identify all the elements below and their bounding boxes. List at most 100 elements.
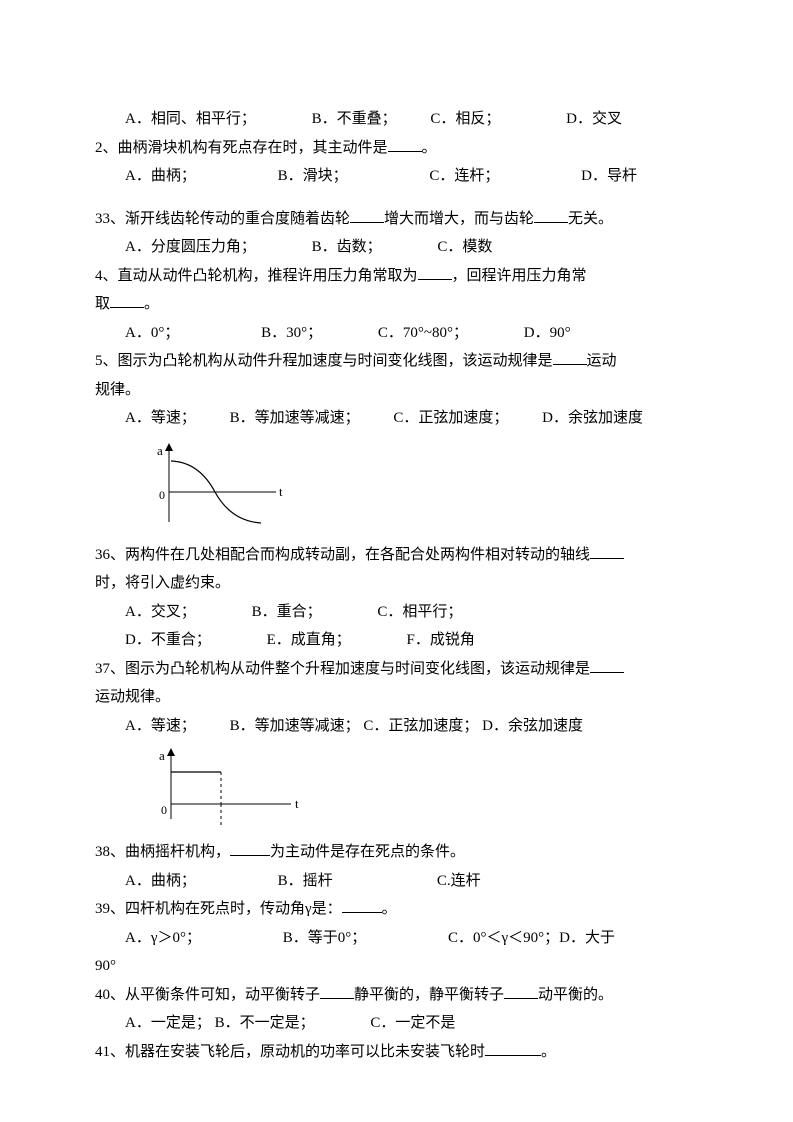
q1-b: B．不重叠； <box>312 111 397 127</box>
q2-d: D．导杆 <box>581 168 637 184</box>
q5-d: D．余弦加速度 <box>542 410 643 426</box>
q5-p2: 运动 <box>587 353 617 369</box>
q39-p2: 。 <box>382 901 397 917</box>
q38-c: C.连杆 <box>437 873 481 889</box>
q38-a: A．曲柄； <box>125 873 196 889</box>
q36-p2: 时，将引入虚约束。 <box>95 575 230 591</box>
q1-options: A．相同、相平行； B．不重叠； C．相反； D．交叉 <box>95 105 698 134</box>
q33-a: A．分度圆压力角； <box>125 239 256 255</box>
q39-stem: 39、四杆机构在死点时，传动角γ是： 。 <box>95 895 698 924</box>
q2-blank <box>388 135 422 152</box>
q4-c: C．70°~80°； <box>378 325 468 341</box>
q5-graph-ylabel: a <box>157 443 163 458</box>
q36-stem-l1: 36、两构件在几处相配合而构成转动副，在各配合处两构件相对转动的轴线 <box>95 541 698 570</box>
q38-p1: 38、曲柄摇杆机构， <box>95 844 230 860</box>
q37-p2: 运动规律。 <box>95 689 170 705</box>
q39-c: C．0°＜γ＜90°；D．大于 <box>448 930 615 946</box>
q36-b: B．重合； <box>252 604 322 620</box>
q37-graph-ylabel: a <box>159 748 165 763</box>
q4-options: A．0°； B．30°； C．70°~80°； D．90° <box>95 319 698 348</box>
q39-options-l1: A．γ＞0°； B．等于0°； C．0°＜γ＜90°；D．大于 <box>95 924 698 953</box>
q36-a: A．交叉； <box>125 604 196 620</box>
q40-p3: 动平衡的。 <box>538 987 613 1003</box>
q2-c: C．连杆； <box>429 168 499 184</box>
q33-blank2 <box>534 206 568 223</box>
q5-blank <box>553 349 587 366</box>
q5-graph-xlabel: t <box>279 484 283 499</box>
q41-stem: 41、机器在安装飞轮后，原动机的功率可以比未安装飞轮时 。 <box>95 1038 698 1067</box>
q37-b: B．等加速等减速； <box>230 718 360 734</box>
q37-a: A．等速； <box>125 718 196 734</box>
q41-p1: 41、机器在安装飞轮后，原动机的功率可以比未安装飞轮时 <box>95 1044 485 1060</box>
q2-pre: 2、曲柄滑块机构有死点存在时，其主动件是 <box>95 140 388 156</box>
q37-d: D．余弦加速度 <box>482 718 583 734</box>
q40-p2: 静平衡的，静平衡转子 <box>354 987 504 1003</box>
q5-stem-l2: 规律。 <box>95 376 698 405</box>
q33-b: B．齿数； <box>312 239 382 255</box>
q41-blank <box>485 1039 541 1056</box>
q40-a: A．一定是； <box>125 1015 211 1031</box>
q38-options: A．曲柄； B．摇杆 C.连杆 <box>95 867 698 896</box>
q5-p3: 规律。 <box>95 382 140 398</box>
q2-b: B．滑块； <box>278 168 348 184</box>
q38-blank <box>230 840 270 857</box>
q4-p2: ，回程许用压力角常 <box>452 268 587 284</box>
q39-b: B．等于0°； <box>283 930 367 946</box>
q2-options: A．曲柄； B．滑块； C．连杆； D．导杆 <box>95 162 698 191</box>
q38-p2: 为主动件是存在死点的条件。 <box>270 844 465 860</box>
q33-c: C．模数 <box>437 239 492 255</box>
q38-stem: 38、曲柄摇杆机构， 为主动件是存在死点的条件。 <box>95 838 698 867</box>
q4-d: D．90° <box>524 325 571 341</box>
q37-p1: 37、图示为凸轮机构从动件整个升程加速度与时间变化线图，该运动规律是 <box>95 661 590 677</box>
q36-f: F．成锐角 <box>407 632 475 648</box>
q1-a: A．相同、相平行； <box>125 111 256 127</box>
q37-options: A．等速； B．等加速等减速； C．正弦加速度； D．余弦加速度 <box>95 712 698 741</box>
q40-blank2 <box>504 982 538 999</box>
q33-p2: 增大而增大，而与齿轮 <box>384 211 534 227</box>
q4-stem-l2: 取。 <box>95 290 698 319</box>
q37-graph-xlabel: t <box>295 796 299 811</box>
q41-p2: 。 <box>541 1044 556 1060</box>
q40-p1: 40、从平衡条件可知，动平衡转子 <box>95 987 320 1003</box>
q5-c: C．正弦加速度； <box>393 410 508 426</box>
q36-options-l2: D．不重合； E．成直角； F．成锐角 <box>95 626 698 655</box>
q33-blank1 <box>350 206 384 223</box>
q36-options-l1: A．交叉； B．重合； C．相平行； <box>95 598 698 627</box>
q2-a: A．曲柄； <box>125 168 196 184</box>
q4-b: B．30°； <box>261 325 322 341</box>
q4-blank1 <box>418 263 452 280</box>
q39-d: 90° <box>95 958 116 974</box>
q2-stem: 2、曲柄滑块机构有死点存在时，其主动件是 。 <box>95 134 698 163</box>
q33-p3: 无关。 <box>568 211 613 227</box>
q36-e: E．成直角； <box>267 632 351 648</box>
q37-graph: a t 0 <box>151 744 698 834</box>
q5-options: A．等速； B．等加速等减速； C．正弦加速度； D．余弦加速度 <box>95 404 698 433</box>
q39-p1: 39、四杆机构在死点时，传动角γ是： <box>95 901 342 917</box>
q39-blank <box>342 897 382 914</box>
q5-a: A．等速； <box>125 410 196 426</box>
q4-stem-l1: 4、直动从动件凸轮机构，推程许用压力角常取为 ，回程许用压力角常 <box>95 262 698 291</box>
q5-graph: a t 0 <box>151 437 698 537</box>
q5-p1: 5、图示为凸轮机构从动件升程加速度与时间变化线图，该运动规律是 <box>95 353 553 369</box>
q2-post: 。 <box>422 140 437 156</box>
q37-c: C．正弦加速度； <box>363 718 478 734</box>
q4-p1: 4、直动从动件凸轮机构，推程许用压力角常取为 <box>95 268 418 284</box>
q4-p3: 取 <box>95 296 110 312</box>
q40-b: B．不一定是； <box>215 1015 315 1031</box>
q39-a: A．γ＞0°； <box>125 930 201 946</box>
q36-blank <box>590 542 624 559</box>
q4-p4: 。 <box>144 296 159 312</box>
q5-graph-origin: 0 <box>159 488 165 502</box>
q39-options-l2: 90° <box>95 952 698 981</box>
q5-stem-l1: 5、图示为凸轮机构从动件升程加速度与时间变化线图，该运动规律是 运动 <box>95 347 698 376</box>
q36-c: C．相平行； <box>377 604 462 620</box>
q1-c: C．相反； <box>430 111 500 127</box>
q38-b: B．摇杆 <box>278 873 333 889</box>
q36-p1: 36、两构件在几处相配合而构成转动副，在各配合处两构件相对转动的轴线 <box>95 547 590 563</box>
q40-c: C．一定不是 <box>370 1015 455 1031</box>
q1-d: D．交叉 <box>566 111 622 127</box>
q37-blank <box>590 656 624 673</box>
q33-options: A．分度圆压力角； B．齿数； C．模数 <box>95 233 698 262</box>
q4-blank2 <box>110 292 144 309</box>
q5-b: B．等加速等减速； <box>230 410 360 426</box>
